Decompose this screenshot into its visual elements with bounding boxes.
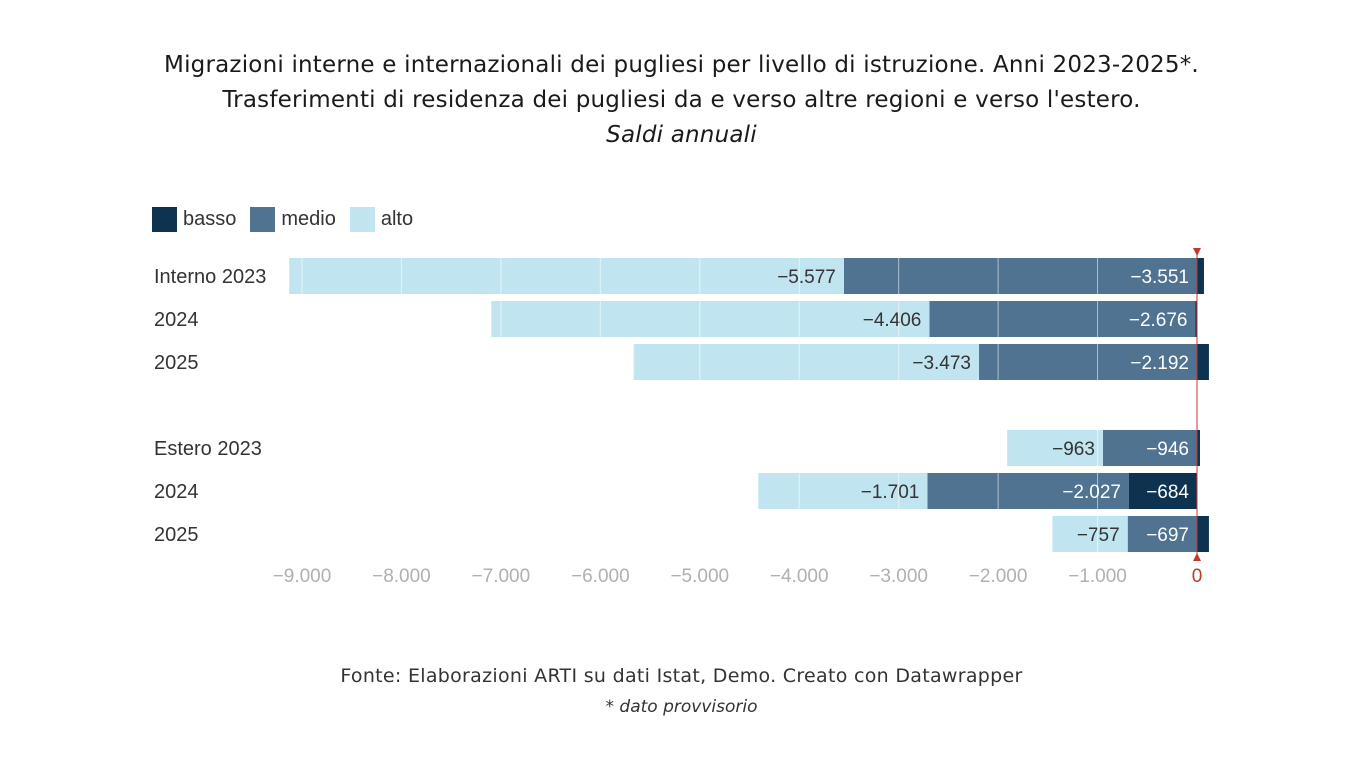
bar-medio <box>843 258 1197 294</box>
bar-label-alto: −3.473 <box>912 353 971 374</box>
bar-label-medio: −946 <box>1146 439 1189 460</box>
legend-label-basso: basso <box>183 208 237 230</box>
chart-title-block: Migrazioni interne e internazionali dei … <box>0 48 1363 153</box>
x-tick-label: −5.000 <box>670 566 729 587</box>
bar-label-alto: −963 <box>1052 439 1095 460</box>
bar-basso <box>1128 473 1197 509</box>
bar-alto <box>1052 516 1128 552</box>
bar-alto <box>491 301 930 337</box>
chart-legend: basso medio alto <box>152 207 427 232</box>
legend-item-alto: alto <box>349 207 414 232</box>
bar-alto <box>758 473 928 509</box>
bar-medio <box>979 344 1197 380</box>
bar-label-medio: −3.551 <box>1130 267 1189 288</box>
bar-basso <box>1197 516 1209 552</box>
bar-alto <box>289 258 844 294</box>
zero-marker-bottom <box>1193 553 1201 561</box>
row-label: 2025 <box>154 352 199 374</box>
x-tick-label: −8.000 <box>372 566 431 587</box>
chart-subtitle-italic: Saldi annuali <box>606 122 757 148</box>
x-tick-label: −3.000 <box>869 566 928 587</box>
bar-medio <box>1102 430 1197 466</box>
x-tick-label: −9.000 <box>273 566 332 587</box>
chart-subtitle: Trasferimenti di residenza dei pugliesi … <box>222 87 1141 113</box>
x-tick-label: −7.000 <box>472 566 531 587</box>
bar-basso <box>1197 344 1209 380</box>
bar-label-basso: −684 <box>1146 482 1189 503</box>
bar-basso <box>1197 258 1204 294</box>
chart-title: Migrazioni interne e internazionali dei … <box>164 52 1199 78</box>
bar-label-alto: −757 <box>1077 525 1120 546</box>
x-tick-label: −2.000 <box>969 566 1028 587</box>
bar-label-alto: −1.701 <box>861 482 920 503</box>
bar-medio <box>927 473 1129 509</box>
x-tick-label: −1.000 <box>1068 566 1127 587</box>
chart-source: Fonte: Elaborazioni ARTI su dati Istat, … <box>340 665 1023 687</box>
row-label: 2024 <box>154 309 199 331</box>
bar-medio <box>1127 516 1197 552</box>
bar-label-medio: −2.192 <box>1130 353 1189 374</box>
bar-basso <box>1195 301 1197 337</box>
bar-medio <box>929 301 1196 337</box>
bar-label-alto: −5.577 <box>777 267 836 288</box>
x-tick-label: −6.000 <box>571 566 630 587</box>
chart-footnote: * dato provvisorio <box>605 697 758 717</box>
row-label: Estero 2023 <box>154 438 262 460</box>
bar-label-medio: −2.676 <box>1129 310 1188 331</box>
legend-item-basso: basso <box>152 207 236 232</box>
legend-label-medio: medio <box>281 208 336 230</box>
bar-alto <box>1007 430 1103 466</box>
legend-swatch-basso <box>152 207 177 232</box>
row-label: 2024 <box>154 481 199 503</box>
bar-basso <box>1197 430 1200 466</box>
zero-marker-top <box>1193 248 1201 256</box>
legend-item-medio: medio <box>250 207 336 232</box>
bar-label-alto: −4.406 <box>863 310 922 331</box>
legend-swatch-alto <box>349 207 375 232</box>
legend-swatch-medio <box>250 207 276 232</box>
bar-label-medio: −697 <box>1146 525 1189 546</box>
stacked-bar-chart: Interno 2023 2024 2025 Estero 2023 2024 2025 −… <box>154 248 1209 587</box>
row-label: Interno 2023 <box>154 266 266 288</box>
bar-alto <box>633 344 980 380</box>
row-label: 2025 <box>154 524 199 546</box>
bar-label-medio: −2.027 <box>1062 482 1121 503</box>
legend-label-alto: alto <box>380 208 414 230</box>
x-tick-label: −4.000 <box>770 566 829 587</box>
x-tick-label: 0 <box>1192 566 1203 587</box>
